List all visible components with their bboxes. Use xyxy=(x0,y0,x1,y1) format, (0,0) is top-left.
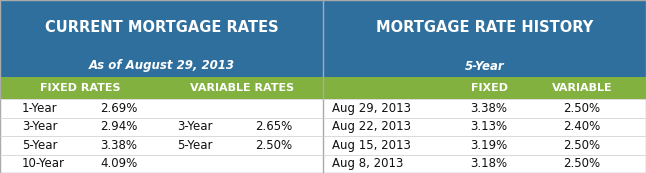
Text: 2.94%: 2.94% xyxy=(100,120,138,133)
Text: 3.18%: 3.18% xyxy=(470,157,508,170)
Text: Aug 22, 2013: Aug 22, 2013 xyxy=(332,120,411,133)
Text: VARIABLE: VARIABLE xyxy=(552,83,612,93)
Text: Aug 15, 2013: Aug 15, 2013 xyxy=(332,139,411,152)
Text: 5-Year: 5-Year xyxy=(22,139,57,152)
Text: VARIABLE RATES: VARIABLE RATES xyxy=(190,83,295,93)
Text: 10-Year: 10-Year xyxy=(22,157,65,170)
Bar xyxy=(324,0,646,77)
Bar xyxy=(324,77,646,99)
Text: 2.50%: 2.50% xyxy=(563,102,601,115)
Text: CURRENT MORTGAGE RATES: CURRENT MORTGAGE RATES xyxy=(45,20,278,35)
Text: 3.38%: 3.38% xyxy=(470,102,508,115)
Text: 3.19%: 3.19% xyxy=(470,139,508,152)
Text: 1-Year: 1-Year xyxy=(22,102,57,115)
Text: 2.69%: 2.69% xyxy=(100,102,138,115)
Text: 3.13%: 3.13% xyxy=(470,120,508,133)
Text: Aug 8, 2013: Aug 8, 2013 xyxy=(332,157,403,170)
Text: Aug 29, 2013: Aug 29, 2013 xyxy=(332,102,411,115)
Text: 5-Year: 5-Year xyxy=(177,139,213,152)
Bar xyxy=(0,99,323,173)
Text: 3-Year: 3-Year xyxy=(177,120,213,133)
Bar xyxy=(0,77,323,99)
Text: 2.65%: 2.65% xyxy=(255,120,292,133)
Text: FIXED: FIXED xyxy=(470,83,508,93)
Text: 2.40%: 2.40% xyxy=(563,120,601,133)
Text: 3-Year: 3-Year xyxy=(22,120,57,133)
Text: 2.50%: 2.50% xyxy=(563,139,601,152)
Bar xyxy=(0,0,323,77)
Bar xyxy=(324,99,646,173)
Text: 5-Year: 5-Year xyxy=(465,60,505,72)
Text: 2.50%: 2.50% xyxy=(563,157,601,170)
Text: 4.09%: 4.09% xyxy=(100,157,137,170)
Text: As of August 29, 2013: As of August 29, 2013 xyxy=(89,60,234,72)
Text: FIXED RATES: FIXED RATES xyxy=(41,83,121,93)
Text: 2.50%: 2.50% xyxy=(255,139,292,152)
Text: MORTGAGE RATE HISTORY: MORTGAGE RATE HISTORY xyxy=(377,20,594,35)
Text: 3.38%: 3.38% xyxy=(100,139,137,152)
